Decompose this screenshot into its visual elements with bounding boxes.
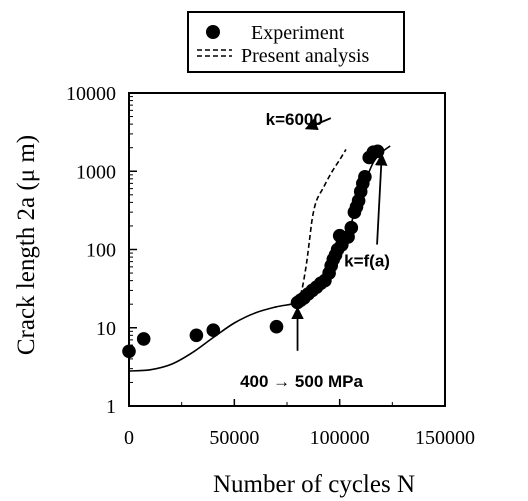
annotation-label: k=f(a) xyxy=(344,252,390,271)
annotation-label: 400 → 500 MPa xyxy=(240,372,363,391)
experiment-point xyxy=(206,323,221,338)
y-tick-label: 1 xyxy=(106,396,116,418)
experiment-point xyxy=(269,319,284,334)
x-axis-ticks: 0 50000 100000 150000 xyxy=(124,399,475,449)
legend-experiment-label: Experiment xyxy=(251,22,345,44)
experiment-point xyxy=(136,332,151,346)
y-axis-label: Crack length 2a (μ m) xyxy=(13,135,40,355)
annotation-arrow xyxy=(374,152,388,245)
y-tick-label: 10000 xyxy=(66,83,116,105)
x-tick-label: 100000 xyxy=(310,427,370,449)
annotations: k=6000 k=f(a) 400 → 500 MPa xyxy=(240,110,390,391)
legend-box xyxy=(187,11,405,73)
x-tick-label: 0 xyxy=(124,427,134,449)
legend-experiment-marker xyxy=(206,25,220,39)
experiment-point xyxy=(344,220,359,235)
experiment-point xyxy=(358,170,372,184)
experiment-points xyxy=(122,144,385,359)
legend-analysis-label: Present analysis xyxy=(241,45,370,67)
y-axis-ticks: 1 10 100 1000 10000 xyxy=(66,83,137,418)
y-tick-label: 1000 xyxy=(76,161,116,183)
plot-frame xyxy=(128,92,446,407)
analysis-curve-k6000 xyxy=(296,148,347,303)
x-tick-label: 50000 xyxy=(209,427,259,449)
annotation-label: k=6000 xyxy=(266,110,323,129)
y-tick-label: 10 xyxy=(96,318,116,340)
experiment-point xyxy=(122,344,136,359)
annotation-arrow xyxy=(304,117,332,131)
legend: Experiment Present analysis xyxy=(187,11,405,73)
y-tick-label: 100 xyxy=(86,240,116,262)
experiment-point xyxy=(189,328,204,343)
x-tick-label: 150000 xyxy=(415,427,475,449)
x-axis-label: Number of cycles N xyxy=(213,471,415,498)
